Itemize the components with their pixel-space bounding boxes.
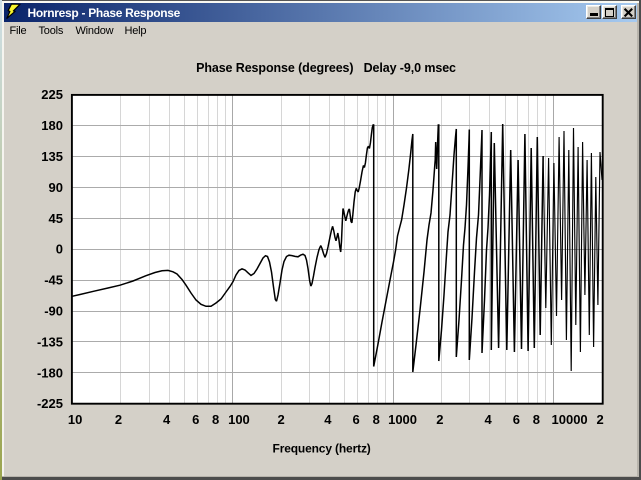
svg-text:6: 6	[192, 412, 199, 427]
svg-text:-90: -90	[44, 304, 63, 319]
svg-text:-45: -45	[44, 273, 63, 288]
svg-text:-135: -135	[37, 334, 63, 349]
svg-text:180: 180	[41, 118, 63, 133]
svg-text:8: 8	[373, 412, 380, 427]
svg-text:8: 8	[533, 412, 540, 427]
svg-text:-180: -180	[37, 365, 63, 380]
svg-text:100: 100	[228, 412, 250, 427]
svg-text:2: 2	[115, 412, 122, 427]
svg-text:45: 45	[49, 211, 63, 226]
svg-text:8: 8	[212, 412, 219, 427]
svg-text:10000: 10000	[552, 412, 588, 427]
svg-text:-225: -225	[37, 396, 63, 411]
svg-text:0: 0	[56, 242, 63, 257]
svg-text:10: 10	[68, 412, 82, 427]
svg-text:1000: 1000	[388, 412, 417, 427]
svg-text:2: 2	[278, 412, 285, 427]
svg-text:2: 2	[597, 412, 604, 427]
svg-text:4: 4	[485, 412, 493, 427]
svg-text:6: 6	[513, 412, 520, 427]
svg-text:4: 4	[324, 412, 332, 427]
svg-text:90: 90	[49, 180, 63, 195]
svg-text:6: 6	[353, 412, 360, 427]
svg-text:2: 2	[436, 412, 443, 427]
svg-text:225: 225	[41, 87, 63, 102]
svg-text:135: 135	[41, 149, 63, 164]
svg-text:4: 4	[163, 412, 171, 427]
svg-text:Phase Response (degrees) Del: Phase Response (degrees) Delay -9,0 msec	[196, 61, 456, 75]
svg-text:Frequency (hertz): Frequency (hertz)	[273, 441, 371, 455]
